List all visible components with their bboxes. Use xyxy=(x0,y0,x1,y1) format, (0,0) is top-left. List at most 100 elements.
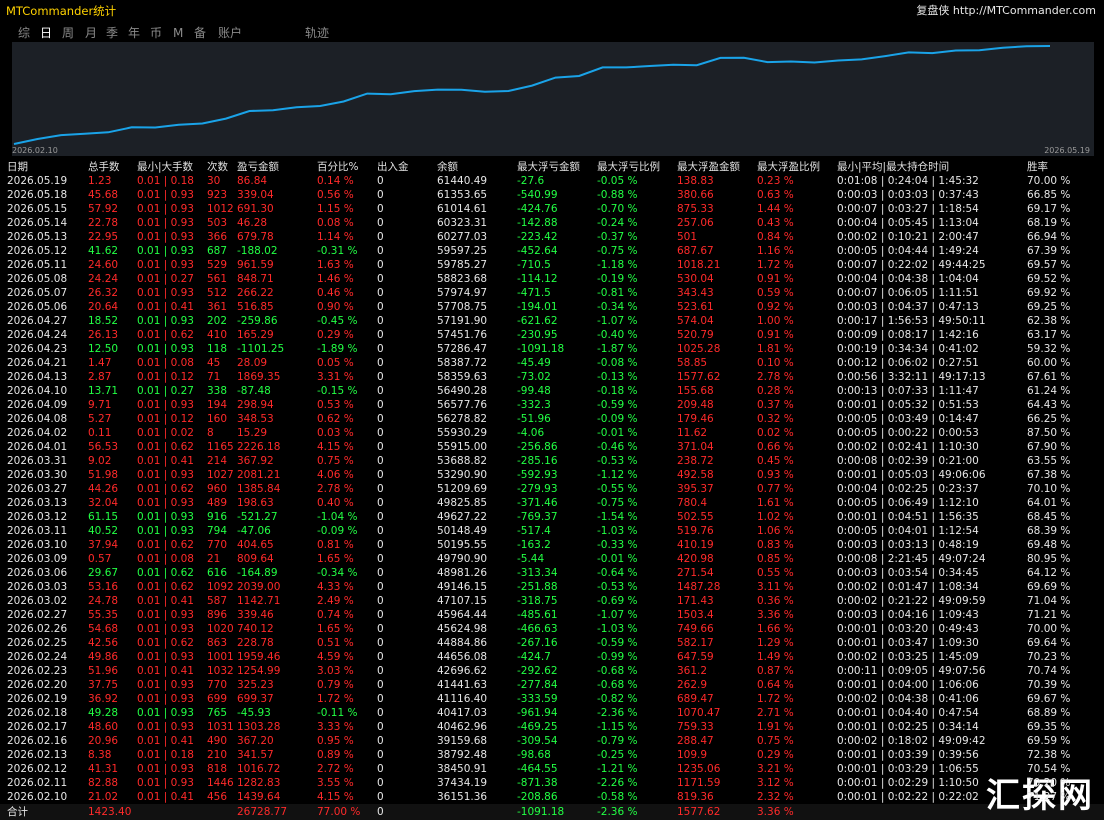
column-header: 最小|大手数 xyxy=(137,161,194,173)
pnl-percent: 0.75 % xyxy=(317,455,354,467)
win-rate: 61.24 % xyxy=(1027,385,1071,397)
max-float-profit-ratio: 3.12 % xyxy=(757,777,794,789)
pnl: 404.65 xyxy=(237,539,274,551)
win-rate: 69.48 % xyxy=(1027,539,1071,551)
tab[interactable]: 综 xyxy=(18,26,31,40)
column-header: 出入金 xyxy=(377,161,409,173)
win-rate: 69.17 % xyxy=(1027,203,1071,215)
max-float-loss: -517.4 xyxy=(517,525,551,537)
tab[interactable]: 月 xyxy=(85,26,98,40)
total-bar xyxy=(0,804,1104,820)
max-float-loss-ratio: -0.53 % xyxy=(597,455,638,467)
hold-time: 0:00:01 | 0:02:29 | 1:10:50 xyxy=(837,777,979,789)
max-float-loss: -163.2 xyxy=(517,539,551,551)
pnl-percent: 0.05 % xyxy=(317,357,354,369)
max-float-loss: -223.42 xyxy=(517,231,558,243)
hold-time: 0:00:03 | 0:04:16 | 1:09:43 xyxy=(837,609,979,621)
win-rate: 63.17 % xyxy=(1027,329,1071,341)
tab[interactable]: 账户 xyxy=(218,26,243,40)
deposit: 0 xyxy=(377,581,384,593)
total-lots: 22.78 xyxy=(88,217,119,229)
total-lots: 24.24 xyxy=(88,273,119,285)
trade-count: 210 xyxy=(207,749,228,761)
max-float-loss-ratio: -0.08 % xyxy=(597,357,638,369)
trade-count: 960 xyxy=(207,483,228,495)
pnl: -87.48 xyxy=(237,385,271,397)
hold-time: 0:00:02 | 0:04:38 | 0:41:06 xyxy=(837,693,979,705)
deposit: 0 xyxy=(377,343,384,355)
pnl-percent: -0.34 % xyxy=(317,567,358,579)
max-float-profit-ratio: 1.49 % xyxy=(757,651,794,663)
max-float-loss-ratio: -0.81 % xyxy=(597,287,638,299)
min-max-lots: 0.01 | 0.62 xyxy=(137,567,194,579)
balance: 37434.19 xyxy=(437,777,488,789)
tab[interactable]: 年 xyxy=(128,26,141,40)
win-rate: 70.54 % xyxy=(1027,763,1071,775)
column-header: 盈亏金额 xyxy=(237,161,279,173)
trade-count: 456 xyxy=(207,791,228,803)
deposit: 0 xyxy=(377,791,384,803)
min-max-lots: 0.01 | 0.93 xyxy=(137,651,194,663)
max-float-loss-ratio: -0.19 % xyxy=(597,273,638,285)
trade-count: 30 xyxy=(207,175,221,187)
deposit: 0 xyxy=(377,301,384,313)
total-lots: 37.94 xyxy=(88,539,119,551)
pnl: 28.09 xyxy=(237,357,268,369)
max-float-profit: 647.59 xyxy=(677,651,714,663)
trade-count: 1446 xyxy=(207,777,234,789)
total-lots: 56.53 xyxy=(88,441,119,453)
total-lots: 13.71 xyxy=(88,385,119,397)
max-float-profit-ratio: 3.11 % xyxy=(757,581,794,593)
win-rate: 68.19 % xyxy=(1027,217,1071,229)
date: 2026.02.19 xyxy=(7,693,68,705)
pnl-percent: 1.72 % xyxy=(317,693,354,705)
min-max-lots: 0.01 | 0.93 xyxy=(137,469,194,481)
max-float-profit-ratio: 0.87 % xyxy=(757,665,794,677)
hold-time: 0:00:05 | 0:04:44 | 1:49:24 xyxy=(837,245,979,257)
deposit: 0 xyxy=(377,651,384,663)
tab[interactable]: 季 xyxy=(106,26,119,40)
date: 2026.02.16 xyxy=(7,735,68,747)
trade-count: 794 xyxy=(207,525,228,537)
max-float-profit: 380.66 xyxy=(677,189,714,201)
pnl: -521.27 xyxy=(237,511,278,523)
chart-end-label: 2026.05.19 xyxy=(1044,146,1090,155)
pnl: 46.28 xyxy=(237,217,268,229)
max-float-profit: 11.62 xyxy=(677,427,708,439)
max-float-profit-ratio: 1.16 % xyxy=(757,245,794,257)
pnl: 165.29 xyxy=(237,329,274,341)
hold-time: 0:00:04 | 0:02:25 | 0:23:37 xyxy=(837,483,979,495)
win-rate: 70.10 % xyxy=(1027,483,1071,495)
tab[interactable]: 轨迹 xyxy=(305,26,330,40)
date: 2026.02.20 xyxy=(7,679,68,691)
tab[interactable]: 周 xyxy=(62,26,75,40)
tab[interactable]: 日 xyxy=(40,26,53,40)
date: 2026.02.12 xyxy=(7,763,68,775)
balance: 60323.31 xyxy=(437,217,488,229)
date: 2026.03.11 xyxy=(7,525,68,537)
tab[interactable]: 备 xyxy=(194,26,207,40)
tab[interactable]: 币 xyxy=(150,26,163,40)
tab[interactable]: M xyxy=(173,26,184,40)
brand-link[interactable]: 复盘侠 http://MTCommander.com xyxy=(916,4,1096,17)
total-pnl-percent: 77.00 % xyxy=(317,806,361,818)
min-max-lots: 0.01 | 0.93 xyxy=(137,497,194,509)
date: 2026.03.06 xyxy=(7,567,68,579)
date: 2026.05.07 xyxy=(7,287,68,299)
balance: 58387.72 xyxy=(437,357,488,369)
max-float-loss: -318.75 xyxy=(517,595,558,607)
max-float-loss: -208.86 xyxy=(517,791,558,803)
max-float-profit-ratio: 1.66 % xyxy=(757,623,794,635)
pnl-percent: 4.06 % xyxy=(317,469,354,481)
pnl: -1101.25 xyxy=(237,343,285,355)
min-max-lots: 0.01 | 0.18 xyxy=(137,749,194,761)
max-float-loss-ratio: -1.03 % xyxy=(597,623,638,635)
max-float-loss: -4.06 xyxy=(517,427,545,439)
balance: 51209.69 xyxy=(437,483,488,495)
date: 2026.03.27 xyxy=(7,483,68,495)
date: 2026.03.02 xyxy=(7,595,68,607)
min-max-lots: 0.01 | 0.18 xyxy=(137,175,194,187)
max-float-profit-ratio: 0.36 % xyxy=(757,595,794,607)
max-float-profit: 689.47 xyxy=(677,693,714,705)
total-lots: 22.95 xyxy=(88,231,119,243)
